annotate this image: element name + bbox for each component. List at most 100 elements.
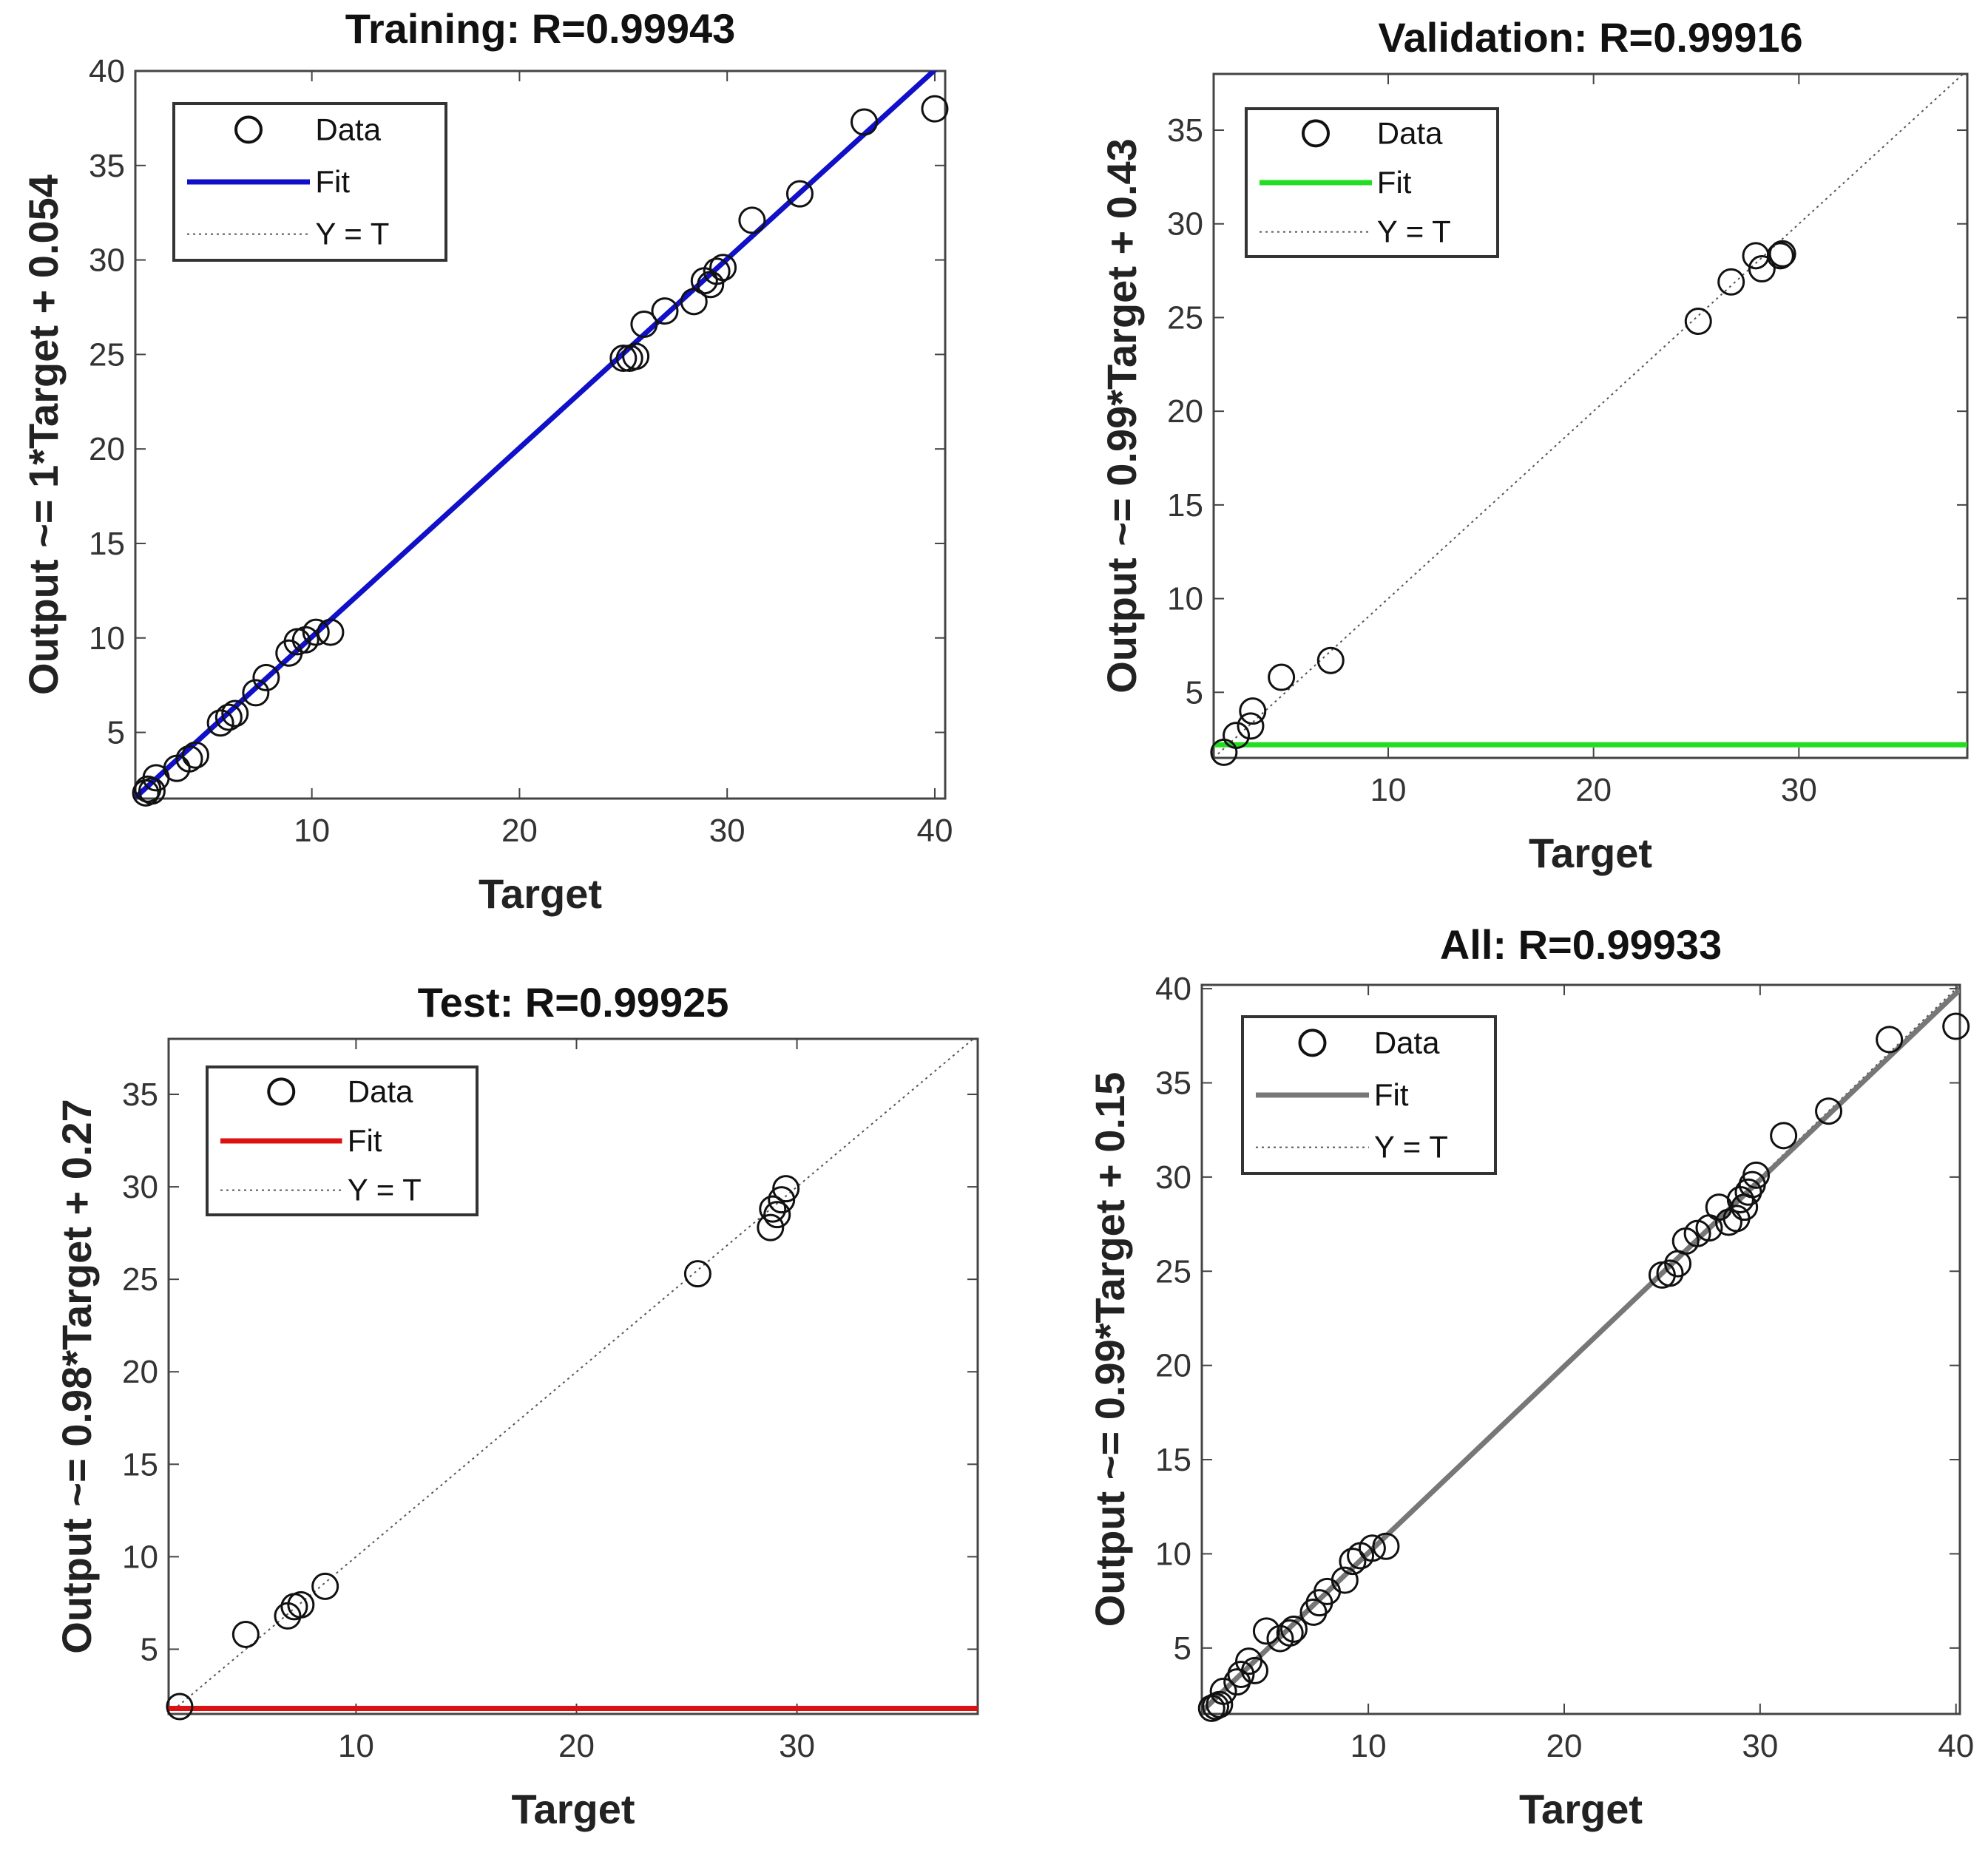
legend-data-marker [267, 1077, 296, 1106]
data-point [206, 709, 234, 737]
data-point [1358, 1534, 1386, 1562]
data-point [772, 1175, 800, 1203]
y-tick-label: 25 [1167, 299, 1203, 336]
legend: Data Fit Y = T [1241, 1015, 1497, 1175]
y-tick-label: 40 [1155, 971, 1191, 1007]
chart-title: All: R=0.99933 [1440, 921, 1722, 968]
data-point [231, 1620, 260, 1648]
data-point [1316, 646, 1345, 674]
y-tick-label: 35 [1155, 1065, 1191, 1101]
y-tick-label: 20 [122, 1354, 158, 1390]
legend: Data Fit Y = T [206, 1065, 479, 1216]
y-tick-label: 35 [1167, 112, 1203, 149]
identity-line [1214, 74, 1964, 758]
data-point [1717, 268, 1745, 296]
y-tick-label: 10 [1167, 581, 1203, 617]
data-point [1770, 1122, 1798, 1150]
data-point [609, 344, 638, 372]
y-tick-label: 20 [1167, 393, 1203, 430]
x-tick-label: 20 [501, 813, 538, 849]
data-point [1237, 712, 1265, 740]
all-panel: 10 20 30 40 5 10 15 20 25 30 35 40 All: R=0.99933 Tar… [1086, 921, 1974, 1832]
data-point [651, 297, 679, 325]
data-point [1748, 255, 1776, 283]
chart-title: Test: R=0.99925 [418, 979, 729, 1026]
x-tick-label: 30 [779, 1728, 815, 1764]
legend: Data Fit Y = T [172, 102, 447, 262]
y-tick-label: 25 [1155, 1253, 1191, 1290]
legend-label: Y = T [315, 217, 389, 251]
y-tick-label: 25 [122, 1261, 158, 1298]
y-tick-label: 35 [122, 1077, 158, 1113]
data-point [1372, 1532, 1400, 1560]
legend-label: Data [348, 1074, 413, 1108]
y-tick-label: 10 [89, 620, 125, 657]
data-point [287, 1590, 315, 1619]
x-axis-label: Target [512, 1786, 635, 1832]
data-point [252, 663, 280, 691]
chart-title: Validation: R=0.99916 [1378, 14, 1802, 61]
data-point [317, 618, 345, 646]
data-point [242, 679, 270, 707]
x-tick-label: 40 [1938, 1728, 1974, 1764]
data-point [1766, 242, 1794, 270]
legend-label: Data [1374, 1025, 1440, 1060]
data-point [1279, 1615, 1308, 1643]
data-point [709, 254, 737, 282]
x-tick-label: 30 [1781, 772, 1817, 808]
y-tick-label: 20 [89, 431, 125, 467]
legend-label: Fit [315, 164, 350, 199]
data-point [622, 342, 650, 370]
x-tick-label: 10 [338, 1728, 374, 1764]
y-tick-label: 30 [1167, 206, 1203, 243]
data-point [1276, 1619, 1304, 1647]
x-axis-label: Target [1529, 830, 1652, 876]
x-tick-label: 20 [1575, 772, 1612, 808]
data-point [703, 257, 731, 285]
data-point [768, 1186, 796, 1214]
data-point [1339, 1548, 1367, 1576]
test-panel: 10 20 30 5 10 15 20 25 30 35 Test: R=0.99925 Target… [53, 979, 979, 1832]
fit-line [135, 71, 938, 799]
data-points [1210, 240, 1796, 766]
y-tick-label: 5 [1174, 1630, 1191, 1667]
y-tick-label: 10 [122, 1539, 158, 1575]
y-axis-label: Output ~= 0.98*Target + 0.27 [53, 1099, 100, 1654]
x-tick-label: 10 [1350, 1728, 1387, 1764]
data-point [1252, 1617, 1280, 1645]
y-tick-label: 30 [122, 1169, 158, 1205]
data-point [1942, 1012, 1970, 1040]
data-point [1223, 722, 1251, 750]
y-tick-label: 15 [89, 526, 125, 562]
data-point [1227, 1660, 1255, 1688]
y-tick-label: 15 [1167, 487, 1203, 524]
validation-panel: 10 20 30 5 10 15 20 25 30 35 Validation: R=0.99916… [1098, 14, 1969, 876]
y-tick-label: 15 [122, 1446, 158, 1483]
data-point [738, 206, 766, 234]
data-points [132, 95, 949, 807]
legend-data-marker [1298, 1029, 1327, 1057]
y-axis-label: Output ~= 0.99*Target + 0.15 [1086, 1072, 1133, 1627]
legend-label: Fit [1377, 165, 1412, 200]
y-tick-label: 5 [107, 715, 125, 751]
data-point [1268, 663, 1296, 691]
y-tick-label: 5 [141, 1631, 158, 1667]
data-point [683, 1260, 711, 1288]
chart-title: Training: R=0.99943 [345, 5, 736, 52]
legend-label: Data [1377, 115, 1443, 150]
data-point [1202, 1693, 1230, 1721]
data-point [175, 745, 203, 773]
data-point [851, 108, 878, 136]
legend-label: Y = T [348, 1173, 422, 1207]
data-point [1239, 697, 1267, 725]
y-tick-label: 30 [1155, 1159, 1191, 1196]
data-point [1684, 308, 1712, 336]
data-point [757, 1213, 785, 1241]
data-point [785, 180, 814, 208]
data-point [1656, 1259, 1684, 1287]
x-tick-label: 20 [558, 1728, 595, 1764]
y-tick-label: 35 [89, 148, 125, 184]
x-tick-label: 30 [1742, 1728, 1778, 1764]
data-point [181, 741, 209, 769]
